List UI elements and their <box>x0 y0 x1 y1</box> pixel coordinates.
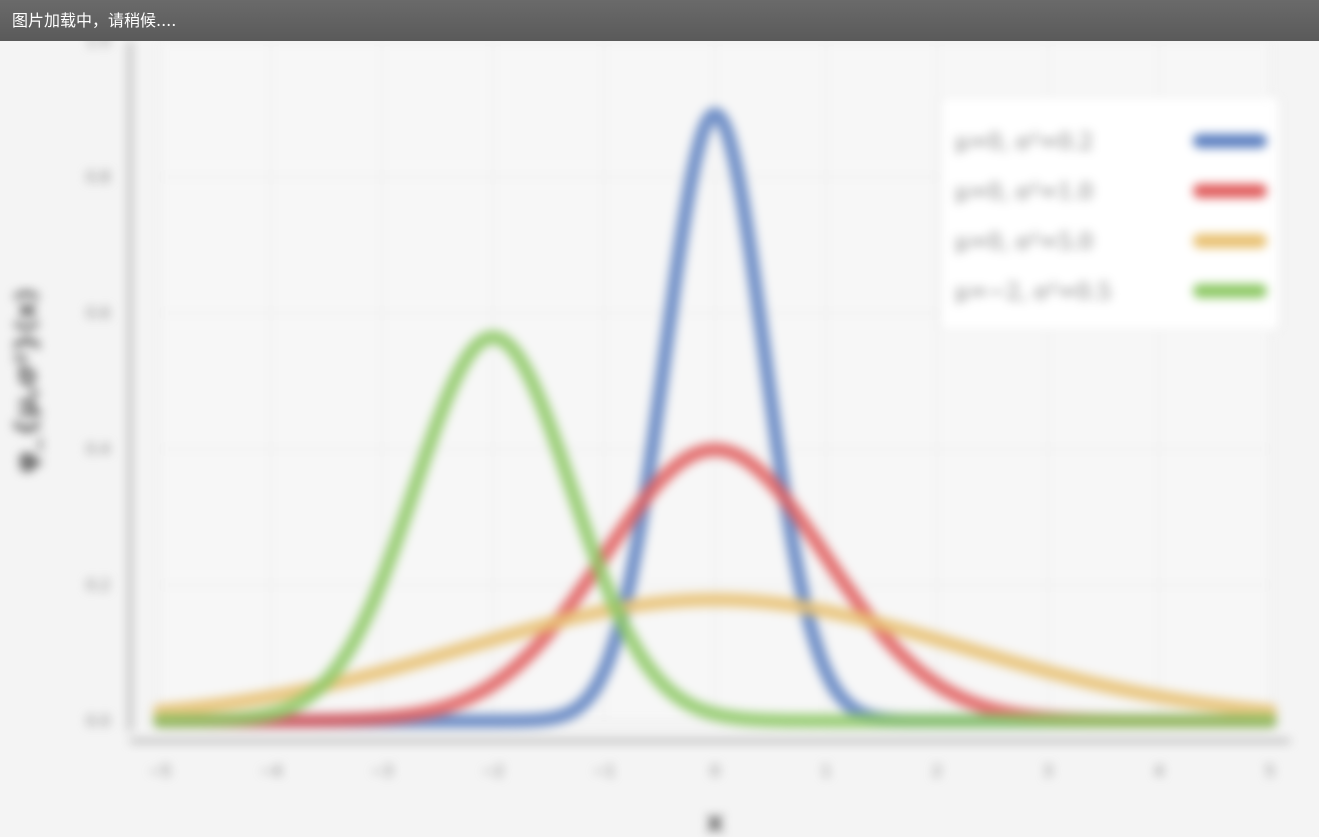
x-tick-label: 3 <box>1043 762 1053 780</box>
chart-content: μ=0, σ²=0.2 μ=0, σ²=1.0 μ=0, σ²=5.0 μ=−2, σ… <box>9 41 1290 837</box>
x-tick-label: 5 <box>1265 762 1275 780</box>
y-tick-label: 0.0 <box>86 712 110 730</box>
x-tick-label: −2 <box>482 762 504 780</box>
legend-label: μ=0, σ²=1.0 <box>955 180 1093 205</box>
x-tick-label: 1 <box>821 762 831 780</box>
y-tick-label: 0.2 <box>86 576 110 594</box>
y-tick-label: 0.6 <box>86 304 110 322</box>
x-tick-label: 0 <box>710 762 720 780</box>
legend: μ=0, σ²=0.2 μ=0, σ²=1.0 μ=0, σ²=5.0 μ=−2, σ… <box>939 95 1281 332</box>
y-tick-label: 0.8 <box>86 168 110 186</box>
series-line-2 <box>153 592 1277 718</box>
legend-label: μ=0, σ²=0.2 <box>955 130 1093 155</box>
y-axis-title: φ_{μ,σ²}(x) <box>9 289 42 474</box>
y-tick-label: 0.4 <box>86 440 110 458</box>
axes <box>128 41 1290 743</box>
y-tick-label: 1.0 <box>86 41 110 50</box>
loading-status-text: 图片加载中，请稍候.... <box>0 0 1319 41</box>
series-group <box>153 107 1277 728</box>
x-tick-label: 4 <box>1154 762 1164 780</box>
legend-box <box>939 95 1281 332</box>
tick-labels: −5 −4 −3 −2 −1 0 1 2 3 4 5 0.0 0.2 0.4 0.6 0.8 1.0 x φ_{μ,… <box>9 41 1275 837</box>
legend-label: μ=0, σ²=5.0 <box>955 230 1093 255</box>
x-tick-label: −3 <box>371 762 393 780</box>
x-axis-title: x <box>706 805 724 837</box>
chart-area: μ=0, σ²=0.2 μ=0, σ²=1.0 μ=0, σ²=5.0 μ=−2, σ… <box>0 41 1319 837</box>
series-line-3 <box>153 330 1277 728</box>
legend-label: μ=−2, σ²=0.5 <box>955 280 1111 305</box>
x-tick-label: −4 <box>260 762 282 780</box>
normal-distribution-chart: μ=0, σ²=0.2 μ=0, σ²=1.0 μ=0, σ²=5.0 μ=−2, σ… <box>9 41 1290 837</box>
x-tick-label: −1 <box>593 762 615 780</box>
x-tick-label: 2 <box>932 762 942 780</box>
x-tick-label: −5 <box>149 762 171 780</box>
